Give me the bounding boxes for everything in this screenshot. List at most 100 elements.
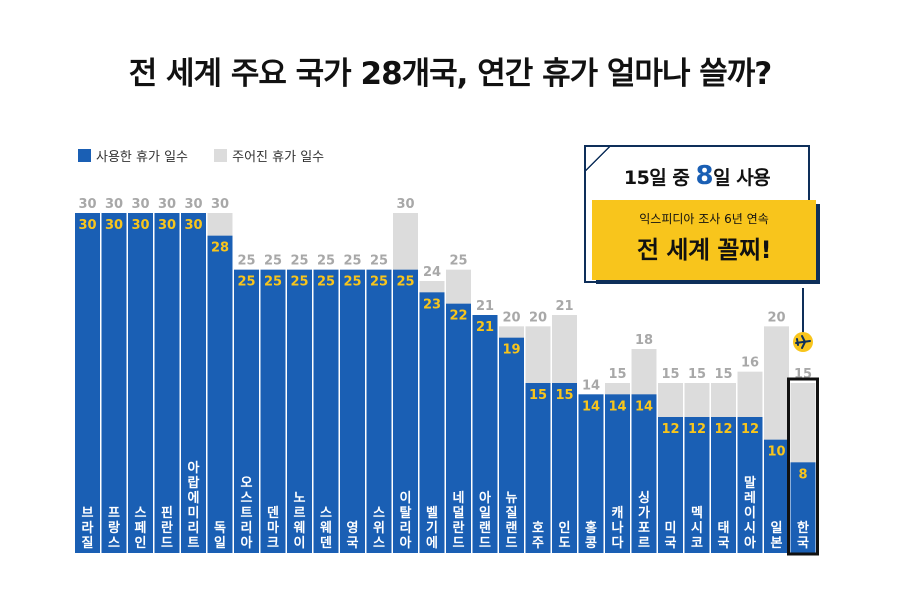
legend-item-given: 주어진 휴가 일수 (214, 146, 324, 165)
used-value-label: 30 (78, 218, 96, 233)
used-value-label: 30 (158, 218, 176, 233)
callout-fold-corner (584, 145, 610, 171)
given-value-label: 30 (211, 197, 229, 212)
used-bar (446, 303, 471, 553)
used-value-label: 21 (476, 320, 494, 335)
used-bar (419, 292, 445, 553)
given-value-label: 30 (105, 197, 123, 212)
used-value-label: 25 (396, 275, 414, 290)
used-value-label: 25 (343, 275, 361, 290)
used-bar (499, 337, 524, 553)
callout-head-suffix: 일 사용 (713, 167, 771, 189)
given-value-label: 21 (476, 299, 494, 314)
given-value-label: 15 (661, 367, 679, 382)
used-value-label: 25 (264, 275, 282, 290)
given-value-label: 25 (264, 254, 282, 269)
used-value-label: 12 (714, 422, 732, 437)
used-bar (684, 417, 710, 553)
used-value-label: 12 (661, 422, 679, 437)
given-value-label: 20 (767, 310, 785, 325)
used-bar (790, 462, 816, 553)
used-value-label: 30 (184, 218, 202, 233)
given-value-label: 15 (714, 367, 732, 382)
given-value-label: 30 (78, 197, 96, 212)
given-value-label: 30 (158, 197, 176, 212)
used-bar (472, 315, 498, 553)
used-bar (234, 269, 259, 553)
legend-label-used: 사용한 휴가 일수 (96, 150, 188, 165)
legend-item-used: 사용한 휴가 일수 (78, 146, 188, 165)
used-bar (128, 213, 153, 553)
given-value-label: 25 (237, 254, 255, 269)
callout-note: 15일 중 8일 사용 익스피디아 조사 6년 연속 전 세계 꼴찌! (584, 145, 816, 287)
used-bar (658, 417, 683, 553)
given-value-label: 25 (343, 254, 361, 269)
used-bar (340, 269, 365, 553)
used-bar (393, 269, 418, 553)
used-value-label: 30 (131, 218, 149, 233)
given-value-label: 20 (502, 310, 520, 325)
used-bar (552, 383, 577, 553)
given-value-label: 25 (290, 254, 308, 269)
callout-head-prefix: 15 (623, 167, 650, 189)
used-value-label: 25 (290, 275, 308, 290)
used-value-label: 15 (529, 388, 547, 403)
used-value-label: 23 (423, 297, 441, 312)
used-value-label: 25 (370, 275, 388, 290)
used-bar (366, 269, 392, 553)
used-bar (313, 269, 339, 553)
used-bar (260, 269, 286, 553)
used-value-label: 30 (105, 218, 123, 233)
used-value-label: 10 (767, 445, 785, 460)
used-bar (764, 439, 789, 553)
given-value-label: 15 (688, 367, 706, 382)
given-value-label: 18 (635, 333, 653, 348)
used-bar (287, 269, 312, 553)
used-bar (181, 213, 206, 553)
used-bar (578, 394, 604, 553)
used-value-label: 8 (798, 467, 807, 482)
used-value-label: 14 (582, 399, 600, 414)
given-value-label: 30 (184, 197, 202, 212)
callout-highlight-box: 익스피디아 조사 6년 연속 전 세계 꼴찌! (592, 200, 816, 280)
chart-title: 전 세계 주요 국가 28개국, 연간 휴가 얼마나 쓸까? (128, 56, 773, 92)
used-value-label: 12 (688, 422, 706, 437)
highlight-frame (787, 377, 819, 556)
used-bar (101, 213, 127, 553)
used-bar (525, 383, 551, 553)
given-value-label: 14 (582, 378, 600, 393)
used-value-label: 14 (635, 399, 653, 414)
used-value-label: 25 (317, 275, 335, 290)
given-value-label: 25 (370, 254, 388, 269)
callout-main-text: 전 세계 꼴찌! (636, 236, 772, 264)
callout-head-big: 8 (695, 161, 714, 191)
airplane-icon-glyph (795, 335, 811, 349)
callout-subtitle: 익스피디아 조사 6년 연속 (639, 212, 769, 226)
given-value-label: 16 (741, 356, 759, 371)
used-value-label: 28 (211, 241, 229, 256)
